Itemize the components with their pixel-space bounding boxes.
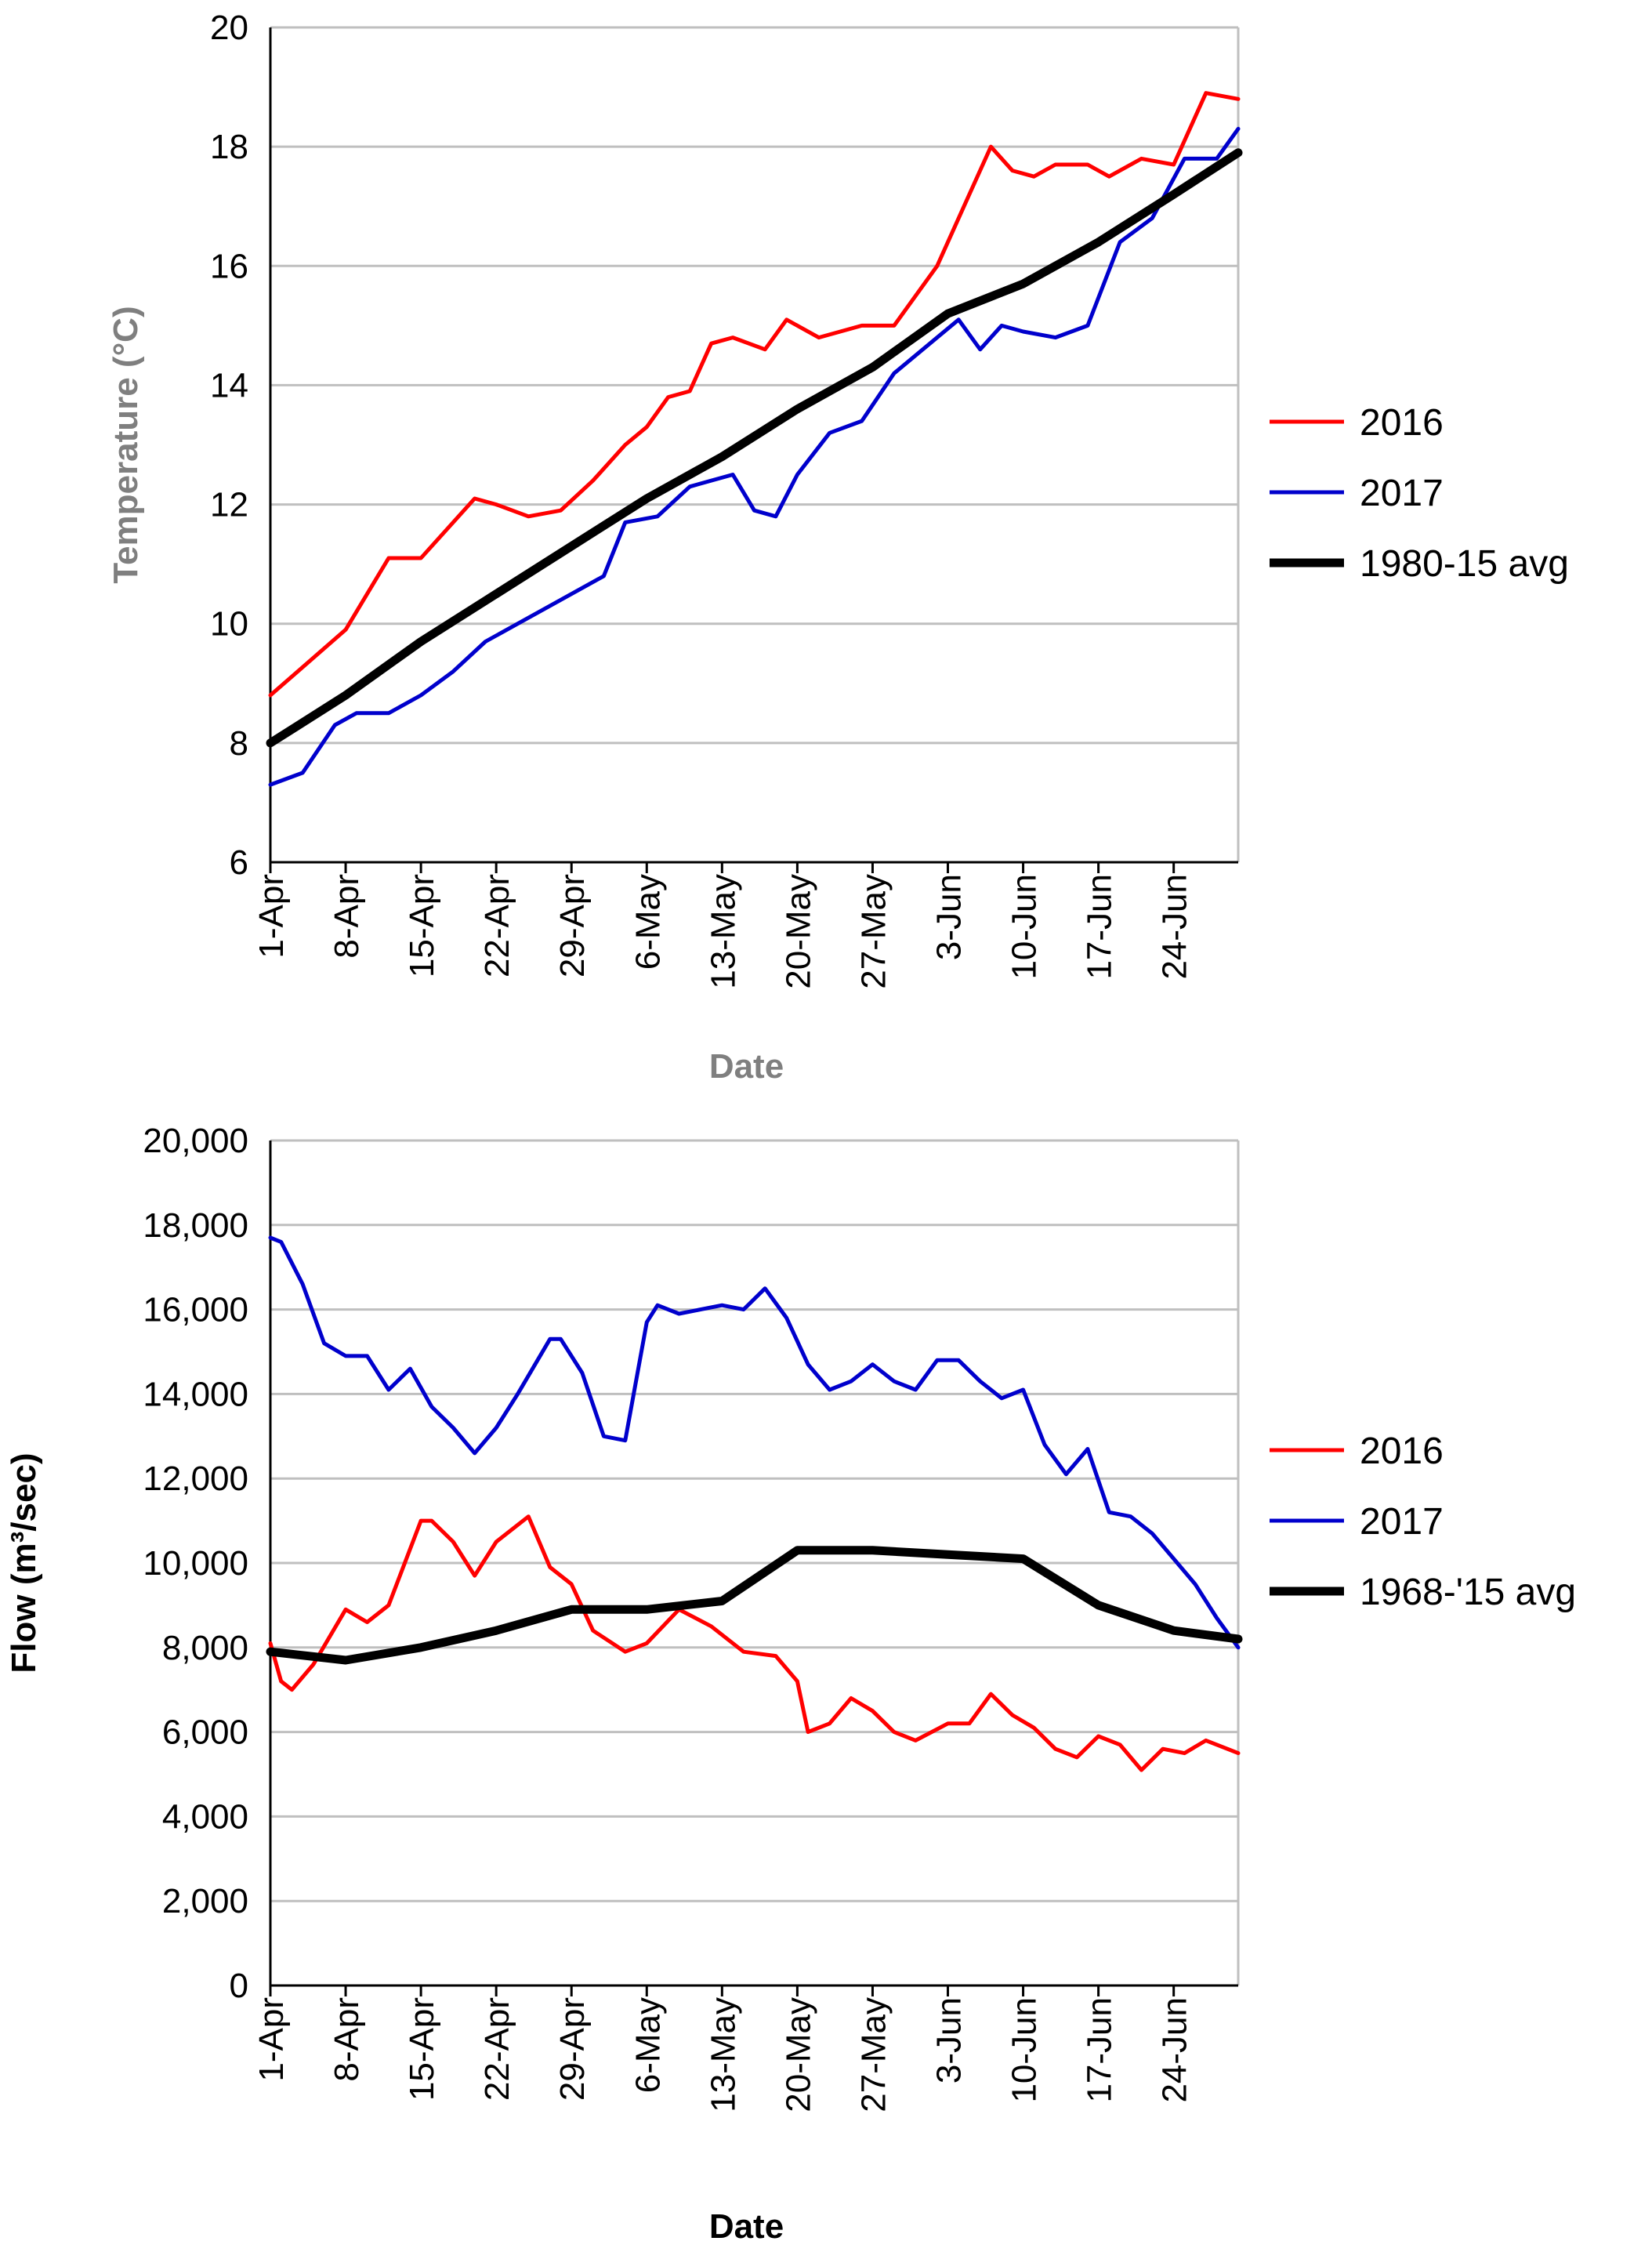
x-tick-label: 24-Jun (1156, 874, 1194, 980)
x-tick-label: 27-May (854, 1997, 893, 2112)
x-tick-label: 1-Apr (252, 874, 291, 959)
y-tick-label: 8 (230, 724, 248, 763)
y-tick-label: 0 (230, 1967, 248, 2005)
legend-label: 1980-15 avg (1360, 543, 1569, 585)
y-tick-label: 8,000 (162, 1629, 248, 1667)
y-tick-label: 6 (230, 843, 248, 882)
x-tick-label: 20-May (779, 874, 817, 989)
x-tick-label: 13-May (704, 874, 742, 989)
y-axis-title: Flow (m³/sec) (5, 1452, 43, 1673)
x-axis-title: Date (709, 1047, 784, 1086)
x-tick-label: 22-Apr (478, 874, 516, 977)
x-tick-label: 10-Jun (1005, 874, 1044, 980)
x-tick-label: 15-Apr (403, 1997, 441, 2101)
x-tick-label: 22-Apr (478, 1997, 516, 2101)
x-tick-label: 8-Apr (328, 874, 366, 959)
x-tick-label: 8-Apr (328, 1997, 366, 2082)
y-tick-label: 16,000 (143, 1291, 248, 1329)
y-tick-label: 18 (210, 128, 248, 166)
y-tick-label: 20,000 (143, 1122, 248, 1160)
y-tick-label: 14,000 (143, 1375, 248, 1413)
y-axis-title: Temperature (°C) (107, 306, 145, 583)
y-tick-label: 20 (210, 9, 248, 47)
x-tick-label: 17-Jun (1081, 874, 1119, 980)
series-line-2 (266, 148, 1243, 748)
y-tick-label: 2,000 (162, 1882, 248, 1920)
series-line-0 (268, 91, 1241, 698)
x-tick-label: 1-Apr (252, 1997, 291, 2082)
legend-label: 2017 (1360, 1501, 1444, 1543)
y-tick-label: 12 (210, 486, 248, 524)
x-tick-label: 20-May (779, 1997, 817, 2112)
y-tick-label: 6,000 (162, 1713, 248, 1752)
legend-label: 2016 (1360, 1431, 1444, 1472)
x-tick-label: 6-May (629, 1997, 667, 2093)
y-tick-label: 10,000 (143, 1544, 248, 1583)
legend-label: 2016 (1360, 402, 1444, 444)
series-line-1 (268, 1235, 1241, 1650)
x-tick-label: 17-Jun (1081, 1997, 1119, 2103)
legend-label: 2017 (1360, 473, 1444, 514)
x-tick-label: 3-Jun (930, 874, 969, 960)
x-tick-label: 29-Apr (553, 1997, 592, 2101)
x-axis-title: Date (709, 2207, 784, 2246)
series-line-0 (268, 1514, 1241, 1772)
x-tick-label: 10-Jun (1005, 1997, 1044, 2103)
series-line-1 (268, 126, 1241, 787)
y-tick-label: 18,000 (143, 1206, 248, 1245)
y-tick-label: 10 (210, 605, 248, 644)
x-tick-label: 15-Apr (403, 874, 441, 977)
y-tick-label: 14 (210, 366, 248, 404)
legend-label: 1968-'15 avg (1360, 1572, 1576, 1613)
x-tick-label: 24-Jun (1156, 1997, 1194, 2103)
series-line-2 (266, 1546, 1243, 1665)
y-tick-label: 12,000 (143, 1460, 248, 1498)
x-tick-label: 13-May (704, 1997, 742, 2112)
x-tick-label: 27-May (854, 874, 893, 989)
y-tick-label: 4,000 (162, 1797, 248, 1836)
y-tick-label: 16 (210, 247, 248, 285)
x-tick-label: 3-Jun (930, 1997, 969, 2083)
x-tick-label: 29-Apr (553, 874, 592, 977)
x-tick-label: 6-May (629, 874, 667, 970)
